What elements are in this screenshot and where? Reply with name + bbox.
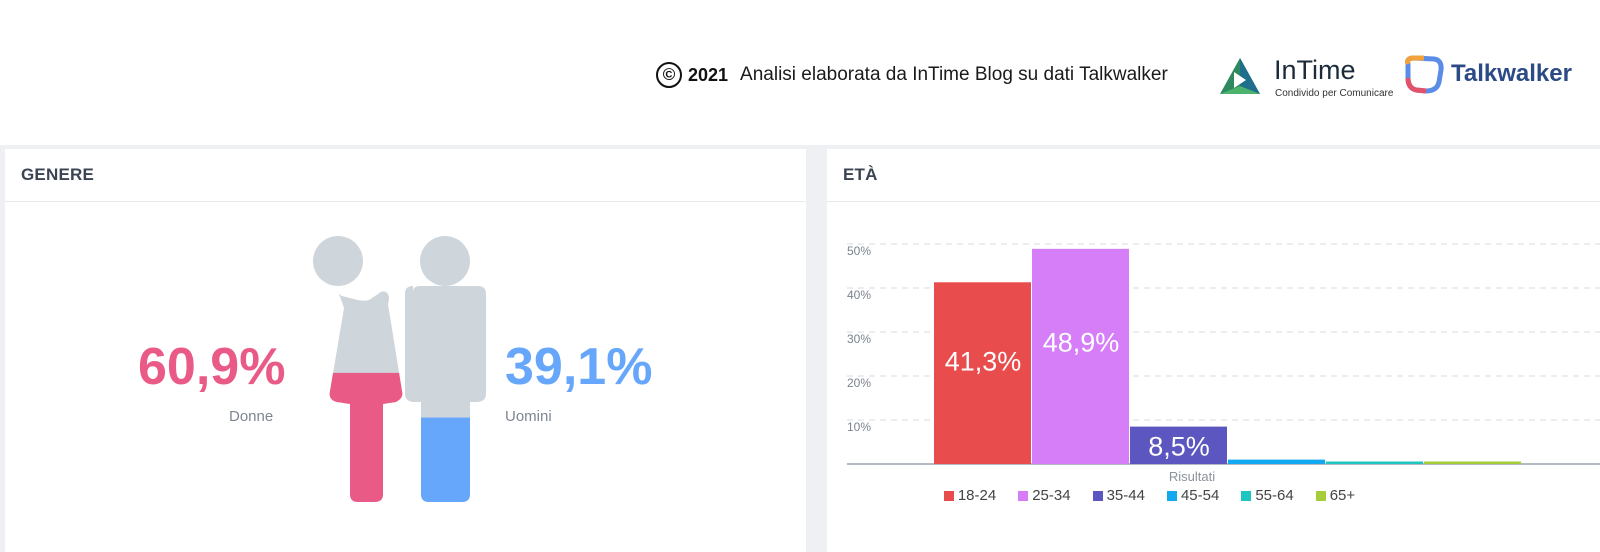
x-axis-label: Risultati <box>1169 469 1215 484</box>
men-label: Uomini <box>505 408 552 425</box>
legend-item: 65+ <box>1315 487 1356 504</box>
legend-swatch <box>1092 490 1103 501</box>
copyright-year: 2021 <box>688 64 729 85</box>
woman-head <box>313 236 363 286</box>
bar-45-54 <box>1228 459 1325 464</box>
bar-data-label: 48,9% <box>1043 327 1120 357</box>
bar-25-34 <box>1032 248 1129 464</box>
legend-swatch <box>1018 490 1029 501</box>
credit-text: Analisi elaborata da InTime Blog su dati… <box>740 64 1168 85</box>
gender-panel: GENERE 60,9% Donne 39,1% Uomini <box>5 149 806 552</box>
legend-label: 35-44 <box>1106 487 1145 504</box>
legend-item: 55-64 <box>1241 487 1294 504</box>
legend-label: 18-24 <box>957 487 997 504</box>
bar-65+ <box>1424 461 1521 464</box>
copyright-line: © 2021 Analisi elaborata da InTime Blog … <box>656 60 1168 90</box>
intime-tagline: Condivido per Comunicare <box>1275 88 1394 99</box>
intime-logo-icon <box>1220 58 1260 94</box>
bar-data-label: 8,5% <box>1148 431 1210 461</box>
bar-18-24 <box>934 282 1031 464</box>
talkwalker-logo-icon <box>1405 55 1444 94</box>
legend-swatch <box>943 490 954 501</box>
legend-swatch <box>1315 490 1326 501</box>
age-legend: 18-24 25-34 35-44 45-54 55-64 65+ <box>827 487 1600 504</box>
legend-swatch <box>1166 490 1177 501</box>
gender-panel-header: GENERE <box>5 149 806 202</box>
age-bar-chart: 10% 20% 30% 40% 50% 41,3% 48,9% 8,5% Risultati <box>847 243 1600 484</box>
y-tick-label: 20% <box>847 376 871 390</box>
legend-item: 25-34 <box>1018 487 1071 504</box>
intime-name: InTime <box>1274 55 1356 85</box>
bar-55-64 <box>1326 461 1423 464</box>
women-label: Donne <box>229 408 274 425</box>
bar-35-44 <box>1130 426 1227 464</box>
legend-label: 45-54 <box>1180 487 1220 504</box>
header: © 2021 Analisi elaborata da InTime Blog … <box>0 0 1600 145</box>
bar-data-label: 41,3% <box>945 346 1022 376</box>
age-panel: ETÀ 10% 20% 30% 40% 50% 41,3% 48,9% 8,5% Risulta… <box>827 149 1600 552</box>
legend-item: 45-54 <box>1166 487 1220 504</box>
legend-label: 65+ <box>1329 487 1356 504</box>
man-level-fill <box>405 417 486 502</box>
copyright-icon: © <box>656 62 682 88</box>
gender-figures <box>313 236 486 502</box>
y-tick-label: 10% <box>847 420 871 434</box>
legend-label: 25-34 <box>1032 487 1071 504</box>
legend-label: 55-64 <box>1255 487 1294 504</box>
women-percentage: 60,9% <box>138 338 286 396</box>
y-tick-label: 50% <box>847 244 871 258</box>
legend-item: 18-24 <box>943 487 997 504</box>
man-head <box>420 236 470 286</box>
y-tick-label: 30% <box>847 332 871 346</box>
talkwalker-name: Talkwalker <box>1451 60 1572 87</box>
age-panel-header: ETÀ <box>827 149 1600 202</box>
age-panel-title: ETÀ <box>843 165 878 184</box>
men-percentage: 39,1% <box>505 338 653 396</box>
legend-swatch <box>1241 490 1252 501</box>
legend-item: 35-44 <box>1092 487 1145 504</box>
y-tick-label: 40% <box>847 288 871 302</box>
gender-panel-title: GENERE <box>21 165 94 184</box>
